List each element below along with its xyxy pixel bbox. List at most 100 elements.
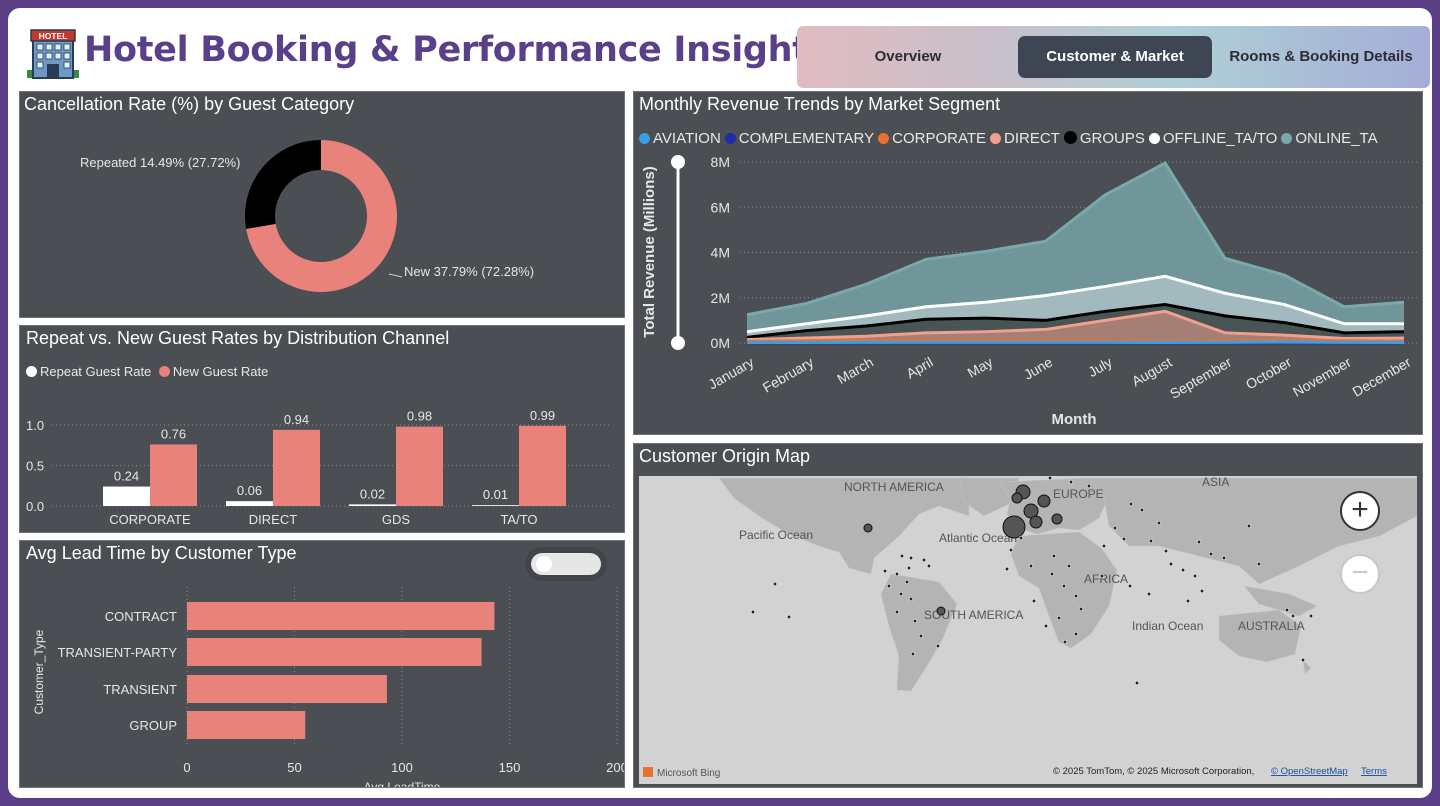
origin-dot[interactable] bbox=[1028, 563, 1034, 569]
cancellation-panel[interactable]: Cancellation Rate (%) by Guest Category … bbox=[19, 91, 625, 318]
origin-dot[interactable] bbox=[1134, 680, 1140, 686]
origin-dot[interactable] bbox=[1139, 507, 1145, 513]
origin-dot[interactable] bbox=[1208, 551, 1214, 557]
bar-repeat-guest-rate[interactable] bbox=[103, 486, 150, 506]
legend-complementary[interactable]: COMPLEMENTARY bbox=[724, 130, 874, 147]
origin-dot[interactable] bbox=[772, 581, 778, 587]
origin-dot[interactable] bbox=[1180, 567, 1186, 573]
map-panel[interactable]: Customer Origin Map NORTH AMERICA EUROPE A… bbox=[633, 443, 1423, 788]
origin-dot[interactable] bbox=[1284, 607, 1290, 613]
world-map[interactable]: NORTH AMERICA EUROPE ASIA Pacific Ocean Atla… bbox=[639, 476, 1417, 784]
origin-dot[interactable] bbox=[921, 557, 927, 563]
origin-dot[interactable] bbox=[1128, 501, 1134, 507]
range-slider-handle-top[interactable] bbox=[671, 155, 685, 169]
origin-dot[interactable] bbox=[912, 618, 918, 624]
origin-dot[interactable] bbox=[1078, 606, 1084, 612]
legend-new[interactable]: New Guest Rate bbox=[158, 364, 268, 379]
origin-dot[interactable] bbox=[899, 553, 905, 559]
donut-slice-repeated[interactable] bbox=[245, 140, 321, 229]
origin-dot[interactable] bbox=[882, 568, 888, 574]
origin-dot[interactable] bbox=[910, 651, 916, 657]
bar-new-guest-rate[interactable] bbox=[273, 429, 320, 506]
origin-dot[interactable] bbox=[1290, 613, 1296, 619]
origin-dot[interactable] bbox=[1051, 553, 1057, 559]
tab-overview[interactable]: Overview bbox=[874, 48, 942, 65]
origin-dot[interactable] bbox=[1073, 593, 1079, 599]
origin-dot[interactable] bbox=[1121, 536, 1127, 542]
tab-rooms-booking-details[interactable]: Rooms & Booking Details bbox=[1229, 48, 1413, 65]
origin-dot[interactable] bbox=[904, 579, 910, 585]
origin-dot[interactable] bbox=[1112, 525, 1118, 531]
origin-dot[interactable] bbox=[894, 609, 900, 615]
toggle-knob[interactable] bbox=[536, 556, 552, 572]
zoom-in-button[interactable]: + bbox=[1340, 491, 1380, 531]
origin-dot[interactable] bbox=[935, 643, 941, 649]
area-online-ta[interactable] bbox=[747, 163, 1404, 343]
origin-dot[interactable] bbox=[1196, 539, 1202, 545]
origin-dot[interactable] bbox=[1127, 583, 1133, 589]
origin-dot[interactable] bbox=[1185, 598, 1191, 604]
origin-dot[interactable] bbox=[1008, 547, 1014, 553]
origin-dot[interactable] bbox=[1192, 573, 1198, 579]
origin-bubble[interactable] bbox=[1011, 492, 1023, 504]
origin-dot[interactable] bbox=[1049, 571, 1055, 577]
origin-dot[interactable] bbox=[1086, 483, 1092, 489]
legend-direct[interactable]: DIRECT bbox=[990, 130, 1060, 147]
origin-dot[interactable] bbox=[786, 614, 792, 620]
origin-dot[interactable] bbox=[1099, 573, 1105, 579]
origin-dot[interactable] bbox=[1066, 563, 1072, 569]
origin-dot[interactable] bbox=[1047, 476, 1053, 481]
donut-slice-new[interactable] bbox=[246, 140, 397, 292]
origin-dot[interactable] bbox=[1168, 561, 1174, 567]
origin-bubble[interactable] bbox=[1029, 515, 1043, 529]
range-slider-handle-bottom[interactable] bbox=[671, 336, 685, 350]
bar-new-guest-rate[interactable] bbox=[396, 426, 443, 506]
toggle-switch[interactable] bbox=[531, 553, 601, 575]
lead-time-bar[interactable] bbox=[187, 675, 387, 703]
bar-repeat-guest-rate[interactable] bbox=[226, 501, 273, 506]
lead-time-bar[interactable] bbox=[187, 638, 482, 666]
origin-bubble[interactable] bbox=[936, 606, 946, 616]
legend-aviation[interactable]: AVIATION bbox=[639, 130, 721, 147]
origin-bubble[interactable] bbox=[1051, 513, 1063, 525]
repeat-new-panel[interactable]: Repeat vs. New Guest Rates by Distributi… bbox=[19, 325, 625, 533]
origin-bubble[interactable] bbox=[1002, 515, 1026, 539]
origin-dot[interactable] bbox=[1062, 639, 1068, 645]
lead-time-bar[interactable] bbox=[187, 602, 495, 630]
origin-dot[interactable] bbox=[1246, 523, 1252, 529]
lead-time-bar[interactable] bbox=[187, 711, 306, 739]
origin-dot[interactable] bbox=[1308, 613, 1314, 619]
revenue-panel[interactable]: Monthly Revenue Trends by Market Segment… bbox=[633, 91, 1423, 435]
origin-dot[interactable] bbox=[1061, 583, 1067, 589]
origin-dot[interactable] bbox=[1148, 538, 1154, 544]
origin-dot[interactable] bbox=[1101, 543, 1107, 549]
bar-repeat-guest-rate[interactable] bbox=[349, 504, 396, 506]
zoom-out-button[interactable]: − bbox=[1340, 554, 1380, 594]
origin-dot[interactable] bbox=[1221, 555, 1227, 561]
origin-dot[interactable] bbox=[1163, 548, 1169, 554]
origin-dot[interactable] bbox=[908, 555, 914, 561]
origin-dot[interactable] bbox=[918, 633, 924, 639]
origin-dot[interactable] bbox=[1300, 657, 1306, 663]
origin-dot[interactable] bbox=[908, 596, 914, 602]
origin-dot[interactable] bbox=[750, 609, 756, 615]
origin-dot[interactable] bbox=[898, 591, 904, 597]
origin-dot[interactable] bbox=[906, 565, 912, 571]
bar-repeat-guest-rate[interactable] bbox=[472, 505, 519, 506]
legend-groups[interactable]: GROUPS bbox=[1063, 130, 1145, 147]
origin-dot[interactable] bbox=[1068, 479, 1074, 485]
origin-dot[interactable] bbox=[1018, 535, 1024, 541]
origin-dot[interactable] bbox=[926, 563, 932, 569]
legend-corporate[interactable]: CORPORATE bbox=[878, 130, 986, 147]
origin-dot[interactable] bbox=[1031, 598, 1037, 604]
legend-repeat[interactable]: Repeat Guest Rate bbox=[26, 364, 151, 379]
legend-offline-ta-to[interactable]: OFFLINE_TA/TO bbox=[1148, 130, 1277, 147]
origin-dot[interactable] bbox=[1146, 591, 1152, 597]
origin-bubble[interactable] bbox=[1037, 494, 1051, 508]
origin-dot[interactable] bbox=[1043, 623, 1049, 629]
origin-dot[interactable] bbox=[1056, 615, 1062, 621]
tab-customer-market[interactable]: Customer & Market bbox=[1018, 36, 1212, 78]
origin-dot[interactable] bbox=[1256, 561, 1262, 567]
lead-time-panel[interactable]: Avg Lead Time by Customer Type 0 50 100 150… bbox=[19, 540, 625, 788]
origin-bubble[interactable] bbox=[863, 523, 873, 533]
